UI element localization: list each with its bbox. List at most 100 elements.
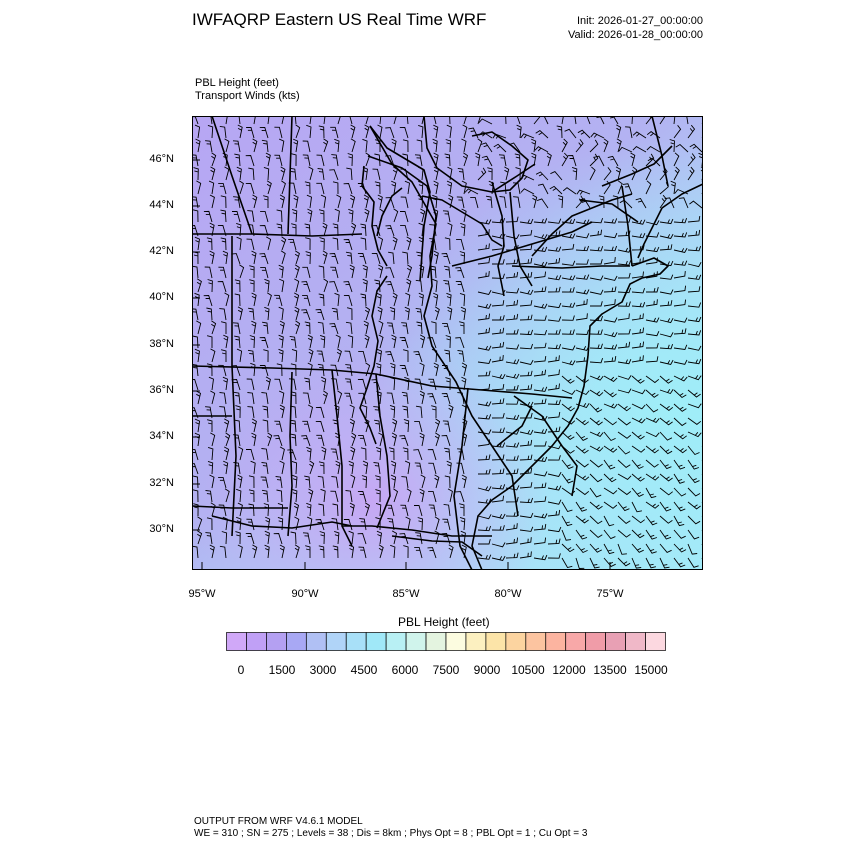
- wind-barb: [400, 504, 409, 517]
- wind-barb: [673, 557, 686, 568]
- wind-barb: [659, 388, 674, 395]
- wind-barb: [400, 196, 409, 209]
- wind-barb: [687, 375, 702, 381]
- wind-barb: [427, 393, 437, 405]
- wind-barb: [419, 488, 425, 503]
- wind-barb: [221, 531, 228, 545]
- wind-barb: [350, 138, 356, 153]
- wind-barb: [391, 432, 397, 447]
- wind-barb: [379, 116, 382, 125]
- wind-barb: [513, 196, 521, 209]
- wind-barb: [477, 525, 492, 532]
- wind-barb: [442, 210, 451, 223]
- wind-barb: [575, 515, 589, 524]
- wind-barb: [348, 530, 354, 545]
- wind-barb: [519, 526, 534, 532]
- wind-barb: [237, 544, 243, 559]
- wind-barb: [252, 194, 258, 209]
- wind-barb: [432, 278, 438, 293]
- wind-barb: [589, 487, 602, 498]
- wind-barb: [434, 306, 440, 321]
- wind-barb: [445, 377, 451, 391]
- wind-barb: [210, 348, 216, 363]
- wind-barb: [246, 126, 255, 139]
- wind-barb: [279, 544, 285, 559]
- wind-barb: [645, 543, 657, 554]
- colorbar-label: 6000: [391, 663, 419, 677]
- wind-barb: [290, 419, 297, 433]
- wind-barb: [376, 530, 382, 545]
- colorbar-swatch: [605, 632, 626, 651]
- lat-label: 40°N: [149, 291, 174, 303]
- wind-barb: [232, 322, 241, 335]
- wind-barb: [301, 309, 311, 321]
- map-frame: [192, 116, 703, 570]
- wind-barb: [388, 251, 395, 265]
- wind-barb: [505, 271, 519, 279]
- wind-barb: [231, 253, 241, 265]
- wind-barb: [646, 286, 659, 293]
- wind-barb: [236, 516, 242, 531]
- wind-barb: [520, 188, 535, 195]
- wind-barb: [547, 553, 561, 559]
- wind-barb: [556, 125, 563, 139]
- wind-barb: [278, 334, 284, 349]
- wind-barb: [418, 292, 424, 307]
- wind-barb: [192, 463, 199, 475]
- wind-barb: [673, 285, 687, 293]
- wind-barb: [575, 139, 584, 153]
- wind-barb: [645, 331, 660, 337]
- wind-barb: [337, 390, 343, 405]
- wind-barb: [445, 139, 451, 153]
- wind-barb: [589, 229, 603, 237]
- wind-barb: [261, 489, 269, 503]
- wind-barb: [519, 384, 533, 391]
- wind-barb: [332, 223, 339, 237]
- wind-barb: [250, 460, 256, 475]
- wind-barb: [249, 279, 255, 293]
- wind-barb: [251, 292, 257, 307]
- wind-barb: [673, 543, 687, 553]
- wind-barb: [402, 153, 409, 167]
- wind-barb: [462, 124, 468, 139]
- wind-barb: [406, 116, 409, 125]
- wind-barb: [292, 116, 297, 125]
- wind-barb: [322, 390, 328, 405]
- wind-barb: [274, 126, 283, 139]
- wind-barb: [293, 194, 299, 209]
- field-labels: PBL Height (feet) Transport Winds (kts): [195, 77, 300, 103]
- wind-barb: [477, 243, 490, 251]
- wind-barb: [245, 533, 255, 545]
- lon-label: 75°W: [596, 588, 624, 600]
- wind-barb: [378, 334, 384, 349]
- wind-barb: [253, 116, 256, 125]
- wind-barb: [659, 260, 674, 267]
- wind-barb: [401, 476, 409, 489]
- wind-barb: [276, 489, 283, 503]
- wind-barb: [279, 320, 285, 335]
- wind-barb: [575, 245, 590, 252]
- wind-barb: [533, 513, 548, 519]
- wind-barb: [343, 183, 353, 195]
- wind-barb: [617, 180, 623, 195]
- wind-barb: [343, 295, 353, 307]
- wind-barb: [434, 432, 440, 447]
- wind-barb: [364, 124, 370, 139]
- wind-barb: [390, 362, 396, 377]
- wind-barb: [346, 307, 353, 321]
- wind-barb: [237, 306, 243, 321]
- wind-barb: [320, 488, 326, 503]
- wind-barb: [401, 322, 409, 335]
- wind-barb: [233, 391, 241, 405]
- wind-barb: [246, 378, 255, 391]
- wind-barb: [204, 266, 213, 279]
- wind-barb: [589, 445, 604, 452]
- wind-barb: [446, 180, 453, 195]
- wind-barb: [645, 487, 657, 499]
- wind-barb: [306, 194, 312, 209]
- wind-barb: [477, 358, 492, 364]
- wind-barb: [246, 238, 255, 251]
- wind-barb: [533, 315, 547, 321]
- wind-barb: [673, 260, 688, 266]
- wind-barb: [348, 208, 354, 223]
